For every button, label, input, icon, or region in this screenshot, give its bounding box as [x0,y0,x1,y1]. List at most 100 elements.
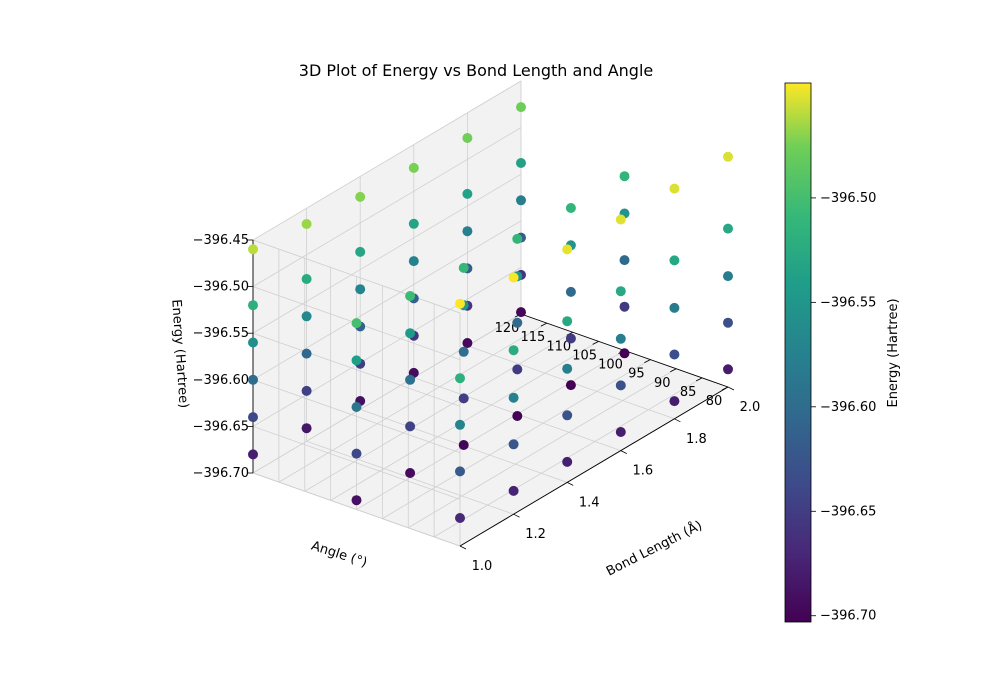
y-tick [540,322,548,327]
data-point [455,419,465,430]
x-axis-label: Bond Length (Å) [604,517,705,579]
y-tick-label: 90 [654,376,671,391]
data-point [615,214,626,225]
data-point [351,402,362,412]
data-point [723,364,733,375]
z-tick-label: −396.55 [193,326,249,341]
data-point [508,485,519,496]
data-point [405,291,416,301]
colorbar-ticks: −396.70 −396.65 −396.60 −396.55 −396.50 [811,191,876,624]
data-point [462,133,473,143]
data-point [301,348,312,359]
grid-line-z-side [252,472,461,547]
data-point [516,102,526,113]
z-tick-label: −396.45 [193,233,249,248]
data-point [351,318,362,329]
data-point [405,328,416,339]
data-point [512,364,523,375]
colorbar-tick-label: −396.65 [820,504,876,519]
y-tick-label: 85 [680,385,697,400]
grid-line-z-back [252,220,522,381]
data-point [619,348,630,359]
y-tick-label: 80 [706,394,723,409]
data-point [248,449,258,460]
data-point [455,298,465,309]
data-point [562,456,573,467]
data-point [562,363,573,374]
data-point [615,286,626,297]
colorbar-tick-label: −396.55 [820,295,876,310]
data-point [516,158,526,168]
colorbar-label: Energy (Hartree) [886,298,901,407]
data-point [565,333,576,344]
data-point [669,396,680,407]
data-point [508,439,519,450]
y-tick-label: 95 [628,367,645,382]
z-tick-label: −396.65 [193,419,249,434]
data-point [301,311,312,322]
colorbar: −396.70 −396.65 −396.60 −396.55 −396.50 Ener… [784,82,901,624]
grid-line-z-side [252,379,461,454]
grid-line-y-floor [330,341,599,501]
x-tick [620,450,627,454]
grid-line-z-back [252,313,522,474]
x-tick-label: 1.6 [632,464,653,479]
y-tick-label: 100 [598,358,623,373]
data-point [619,301,630,312]
data-point [565,380,576,391]
data-point [565,203,576,213]
series-curve [351,255,630,412]
data-points [248,102,733,523]
colorbar-gradient [784,82,812,623]
series-curve [248,158,526,311]
data-point [619,255,630,266]
data-point [301,274,312,284]
x-tick [727,386,735,391]
grid-line-z-back [252,173,522,334]
data-point [248,412,258,423]
data-point [458,262,469,273]
y-tick-label: 105 [572,348,597,363]
data-point [723,223,733,234]
series-curve [455,223,733,384]
y-tick [592,341,599,345]
x-tick-label: 1.0 [472,559,493,574]
colorbar-tick-label: −396.70 [820,609,876,624]
data-point [455,513,465,523]
colorbar-tick-label: −396.60 [820,400,876,415]
data-point [516,195,526,206]
x-tick-label: 2.0 [740,400,761,415]
data-point [355,246,366,257]
x-tick [513,513,520,518]
data-point [669,255,680,266]
y-axis-label: Angle (°) [309,539,369,571]
z-axis-label: Energy (Hartree) [168,299,191,409]
series-curve [248,102,526,255]
x-tick [567,482,574,486]
x-axis-line [459,386,729,547]
y-tick-label: 110 [546,339,571,354]
grid-line-y-floor [304,331,573,492]
data-point [615,380,626,391]
data-point [355,284,366,295]
data-point [248,374,258,385]
data-point [408,218,419,229]
y-tick [695,377,703,382]
data-point [351,355,362,366]
data-point [462,226,473,237]
data-point [615,427,626,437]
data-point [408,256,419,267]
grid-line-y-floor [382,359,651,519]
data-point [512,411,523,421]
data-point [565,286,576,297]
data-point [462,188,473,199]
series-curve [455,151,733,309]
chart-title: 3D Plot of Energy vs Bond Length and Ang… [299,61,653,80]
grid-line-z-side [252,239,461,314]
grid-line-z-back [252,80,522,241]
x-tick-label: 1.2 [525,527,546,542]
y-tick [670,368,677,373]
y-tick [644,359,651,363]
colorbar-tick-label: −396.50 [820,191,876,206]
